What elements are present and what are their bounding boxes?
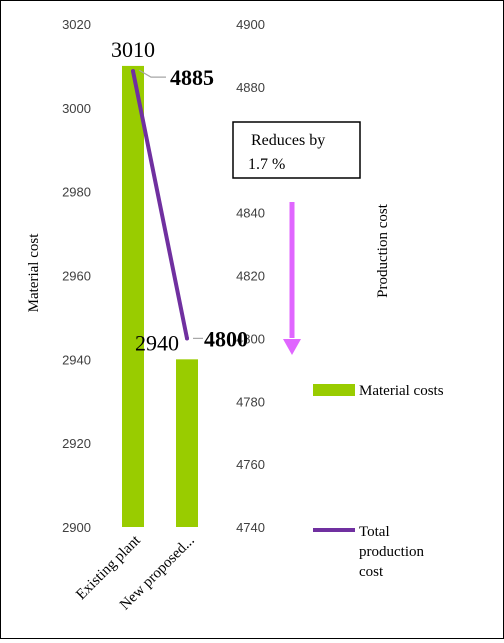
- leader-line: [138, 69, 166, 78]
- bar-2: [176, 359, 198, 527]
- line-segment: [131, 69, 189, 341]
- right-tick-label: 4800: [236, 331, 265, 346]
- left-tick-label: 2960: [62, 269, 91, 284]
- left-tick-label: 3000: [62, 101, 91, 116]
- legend-swatch-material-costs: [313, 384, 355, 396]
- right-tick-label: 4880: [236, 80, 265, 95]
- bar-labels: 3010 2940: [111, 37, 179, 355]
- right-axis-ticks: 474047604780480048204840486048804900: [236, 17, 265, 535]
- legend: Material costs Total production cost: [313, 383, 444, 580]
- bar-value-label: 3010: [111, 37, 155, 62]
- right-tick-label: 4760: [236, 457, 265, 472]
- down-arrow-icon: [283, 202, 301, 355]
- left-tick-label: 2940: [62, 352, 91, 367]
- line-series: [131, 69, 189, 341]
- annotation-box: [232, 121, 361, 179]
- left-axis-title: Material cost: [26, 233, 42, 313]
- line-point: [185, 336, 189, 341]
- right-axis-title: Production cost: [375, 203, 391, 298]
- legend-label-total-production-cost-1: Total: [359, 524, 390, 540]
- left-tick-label: 2980: [62, 185, 91, 200]
- line-point: [131, 69, 135, 74]
- reduction-annotation: Reduces by 1.7 %: [232, 121, 361, 179]
- bar-1: [122, 65, 144, 528]
- left-tick-label: 2920: [62, 436, 91, 451]
- left-axis-ticks: 2900 2920 2940 2960 2980 3000 3020: [62, 17, 91, 535]
- right-tick-label: 4820: [236, 269, 265, 284]
- line-value-label: 4800: [204, 326, 248, 351]
- right-tick-label: 4840: [236, 206, 265, 221]
- bars: [122, 65, 198, 528]
- annotation-line-1: Reduces by: [251, 132, 325, 149]
- legend-label-material-costs: Material costs: [359, 383, 444, 399]
- annotation-line-2: 1.7 %: [248, 156, 285, 173]
- right-tick-label: 4900: [236, 17, 265, 32]
- bar-value-label: 2940: [135, 330, 179, 355]
- right-tick-label: 4740: [236, 520, 265, 535]
- legend-label-total-production-cost-2: production: [359, 544, 424, 560]
- left-tick-label: 2900: [62, 520, 91, 535]
- left-tick-label: 3020: [62, 17, 91, 32]
- line-value-label: 4885: [170, 65, 214, 90]
- legend-label-total-production-cost-3: cost: [359, 564, 384, 580]
- right-tick-label: 4780: [236, 394, 265, 409]
- line-labels: 4885 4800: [138, 65, 248, 351]
